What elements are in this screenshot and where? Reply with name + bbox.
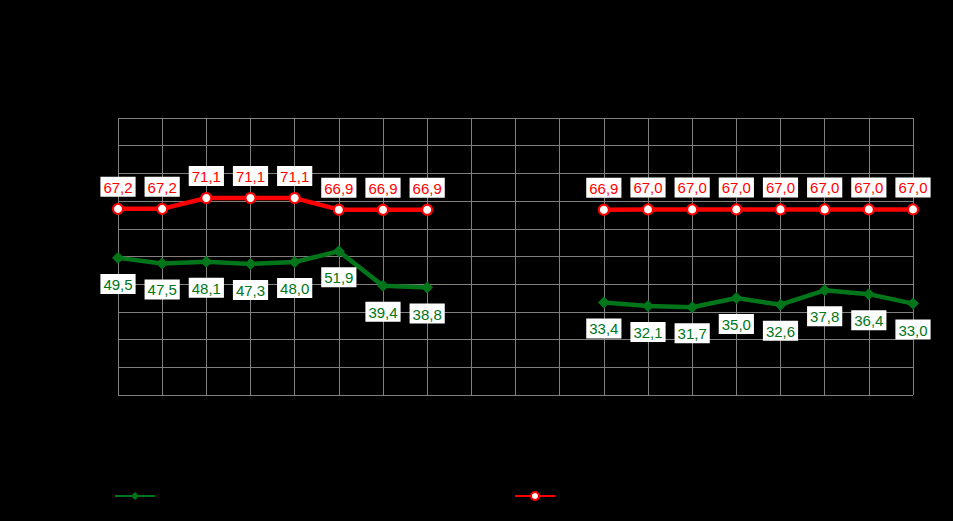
svg-text:37,8: 37,8 <box>810 308 839 325</box>
svg-text:33,0: 33,0 <box>898 322 927 339</box>
svg-text:38,8: 38,8 <box>413 306 442 323</box>
svg-text:32,1: 32,1 <box>633 324 662 341</box>
svg-text:67,0: 67,0 <box>722 179 751 196</box>
svg-text:71,1: 71,1 <box>236 168 265 185</box>
svg-text:67,0: 67,0 <box>633 179 662 196</box>
svg-text:49,5: 49,5 <box>103 276 132 293</box>
svg-text:66,9: 66,9 <box>324 180 353 197</box>
svg-text:48,0: 48,0 <box>280 280 309 297</box>
svg-text:66,9: 66,9 <box>368 180 397 197</box>
svg-text:39,4: 39,4 <box>368 304 397 321</box>
svg-text:66,9: 66,9 <box>413 180 442 197</box>
svg-text:36,4: 36,4 <box>854 312 883 329</box>
svg-text:67,2: 67,2 <box>148 179 177 196</box>
svg-text:67,0: 67,0 <box>766 179 795 196</box>
svg-text:67,2: 67,2 <box>103 179 132 196</box>
svg-text:33,4: 33,4 <box>589 320 618 337</box>
svg-text:51,9: 51,9 <box>324 269 353 286</box>
svg-text:31,7: 31,7 <box>678 325 707 342</box>
svg-text:71,1: 71,1 <box>192 168 221 185</box>
svg-text:66,9: 66,9 <box>589 180 618 197</box>
svg-text:71,1: 71,1 <box>280 168 309 185</box>
svg-text:32,6: 32,6 <box>766 323 795 340</box>
svg-text:35,0: 35,0 <box>722 316 751 333</box>
svg-text:47,5: 47,5 <box>148 281 177 298</box>
svg-text:47,3: 47,3 <box>236 282 265 299</box>
svg-text:67,0: 67,0 <box>810 179 839 196</box>
svg-text:48,1: 48,1 <box>192 280 221 297</box>
svg-text:67,0: 67,0 <box>854 179 883 196</box>
svg-text:67,0: 67,0 <box>898 179 927 196</box>
svg-text:67,0: 67,0 <box>678 179 707 196</box>
